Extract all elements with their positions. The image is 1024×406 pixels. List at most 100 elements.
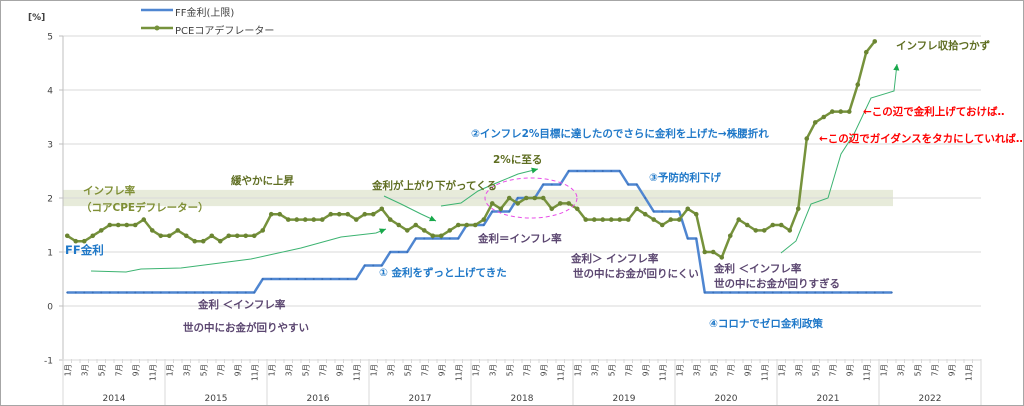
x-month-label: 5月 <box>301 364 310 376</box>
annotation-gradual-rise: 緩やかに上昇 <box>231 175 294 187</box>
ff-rate-line <box>67 169 892 294</box>
pce-core-point <box>778 222 784 228</box>
pce-core-point <box>727 233 733 239</box>
ff-rate-point <box>712 291 715 294</box>
x-month-label: 7月 <box>318 364 327 376</box>
ff-rate-point <box>865 291 868 294</box>
pce-core-point <box>812 120 818 125</box>
y-tick-label: 2 <box>47 195 53 205</box>
x-month-label: 7月 <box>624 364 633 376</box>
pce-core-point <box>387 217 393 222</box>
ff-rate-point <box>516 197 519 199</box>
ff-rate-point <box>729 291 732 294</box>
ff-rate-point <box>457 237 460 240</box>
pce-core-point <box>634 206 640 212</box>
ff-rate-point <box>151 291 154 294</box>
ff-rate-point <box>542 183 545 186</box>
y-axis-unit: [%] <box>28 13 46 23</box>
pce-core-point <box>702 249 708 255</box>
pce-core-point <box>676 217 682 222</box>
pce-core-point <box>617 217 623 222</box>
ff-rate-point <box>814 291 817 294</box>
x-month-label: 9月 <box>539 364 548 376</box>
pce-core-point <box>141 217 147 222</box>
x-month-label: 1月 <box>777 364 786 376</box>
pce-core-point <box>90 233 96 239</box>
pce-core-point <box>132 222 138 228</box>
pce-core-point <box>787 228 793 233</box>
ff-rate-point <box>227 291 230 294</box>
pce-core-point <box>64 233 70 239</box>
x-month-label: 9月 <box>641 364 650 376</box>
pce-core-point <box>107 222 113 228</box>
annotation-note1: ① 金利をずっと上げてきた <box>379 267 507 279</box>
ff-rate-point <box>176 291 179 294</box>
ff-rate-point <box>321 278 324 280</box>
ff-rate-point <box>644 197 647 199</box>
pce-core-point <box>124 222 130 228</box>
ff-rate-point <box>329 278 332 280</box>
x-month-label: 7月 <box>828 364 837 376</box>
ff-rate-point <box>797 291 800 294</box>
pce-core-point <box>838 109 844 114</box>
ff-rate-point <box>219 291 222 294</box>
x-month-label: 1月 <box>675 364 684 376</box>
annotation-rates-rising: 金利が上がり下がってくる <box>372 180 497 192</box>
arrowhead-icon <box>429 215 436 222</box>
ff-rate-point <box>567 170 570 172</box>
ff-rate-point <box>338 278 341 280</box>
ff-rate-point <box>253 291 256 294</box>
ff-rate-point <box>159 291 162 294</box>
pce-core-point <box>260 228 266 233</box>
pce-core-point <box>855 82 861 87</box>
pce-core-point <box>804 136 810 141</box>
annotation-inflation: インフレ率 <box>83 185 136 197</box>
pce-core-point <box>183 233 189 239</box>
ff-rate-point <box>355 278 358 280</box>
x-month-label: 1月 <box>63 364 72 376</box>
pce-core-point <box>362 211 368 217</box>
pce-core-point <box>685 206 691 212</box>
ff-rate-point <box>108 291 111 294</box>
x-year-label: 2016 <box>307 394 330 404</box>
ff-rate-point <box>831 291 834 294</box>
ff-rate-point <box>669 210 672 213</box>
annotation-rate-lt-2020: 金利 ＜インフレ率 <box>714 263 802 275</box>
pce-core-point <box>226 233 232 239</box>
x-month-label: 1月 <box>471 364 480 376</box>
hand-drawn-arrow <box>383 195 437 222</box>
x-month-label: 9月 <box>335 364 344 376</box>
ff-rate-point <box>202 291 205 294</box>
ff-rate-point <box>754 291 757 294</box>
x-month-label: 9月 <box>743 364 752 376</box>
pce-core-point <box>447 228 453 233</box>
ff-rate-point <box>389 251 392 253</box>
pce-core-point <box>353 217 359 222</box>
ff-rate-point <box>890 291 893 294</box>
x-month-label: 11月 <box>556 364 565 381</box>
x-month-label: 3月 <box>896 364 905 376</box>
legend-pce-marker <box>154 25 160 31</box>
pce-core-point <box>98 228 104 233</box>
ff-rate-point <box>363 264 366 267</box>
x-month-label: 7月 <box>114 364 123 376</box>
legend-pce: PCEコアデフレーター <box>175 26 275 37</box>
x-month-label: 3月 <box>692 364 701 376</box>
pce-core-point <box>200 238 206 244</box>
pce-core-point <box>115 222 121 228</box>
x-month-label: 3月 <box>80 364 89 376</box>
pce-core-line <box>66 40 876 259</box>
annotation-rate-gt: 金利＞ インフレ率 <box>571 253 659 265</box>
ff-rate-point <box>601 170 604 172</box>
x-month-label: 9月 <box>947 364 956 376</box>
pce-core-point <box>532 195 538 201</box>
pce-core-point <box>285 217 291 222</box>
x-month-label: 11月 <box>862 364 871 381</box>
ff-rate-point <box>584 170 587 172</box>
pce-core-point <box>795 206 801 212</box>
pce-core-point <box>863 49 869 55</box>
arrowhead-icon <box>893 64 900 71</box>
annotation-rate-gt-sub: 世の中にお金が回りにくい <box>573 268 699 280</box>
ff-rate-point <box>278 278 281 280</box>
pce-core-point <box>659 222 665 228</box>
